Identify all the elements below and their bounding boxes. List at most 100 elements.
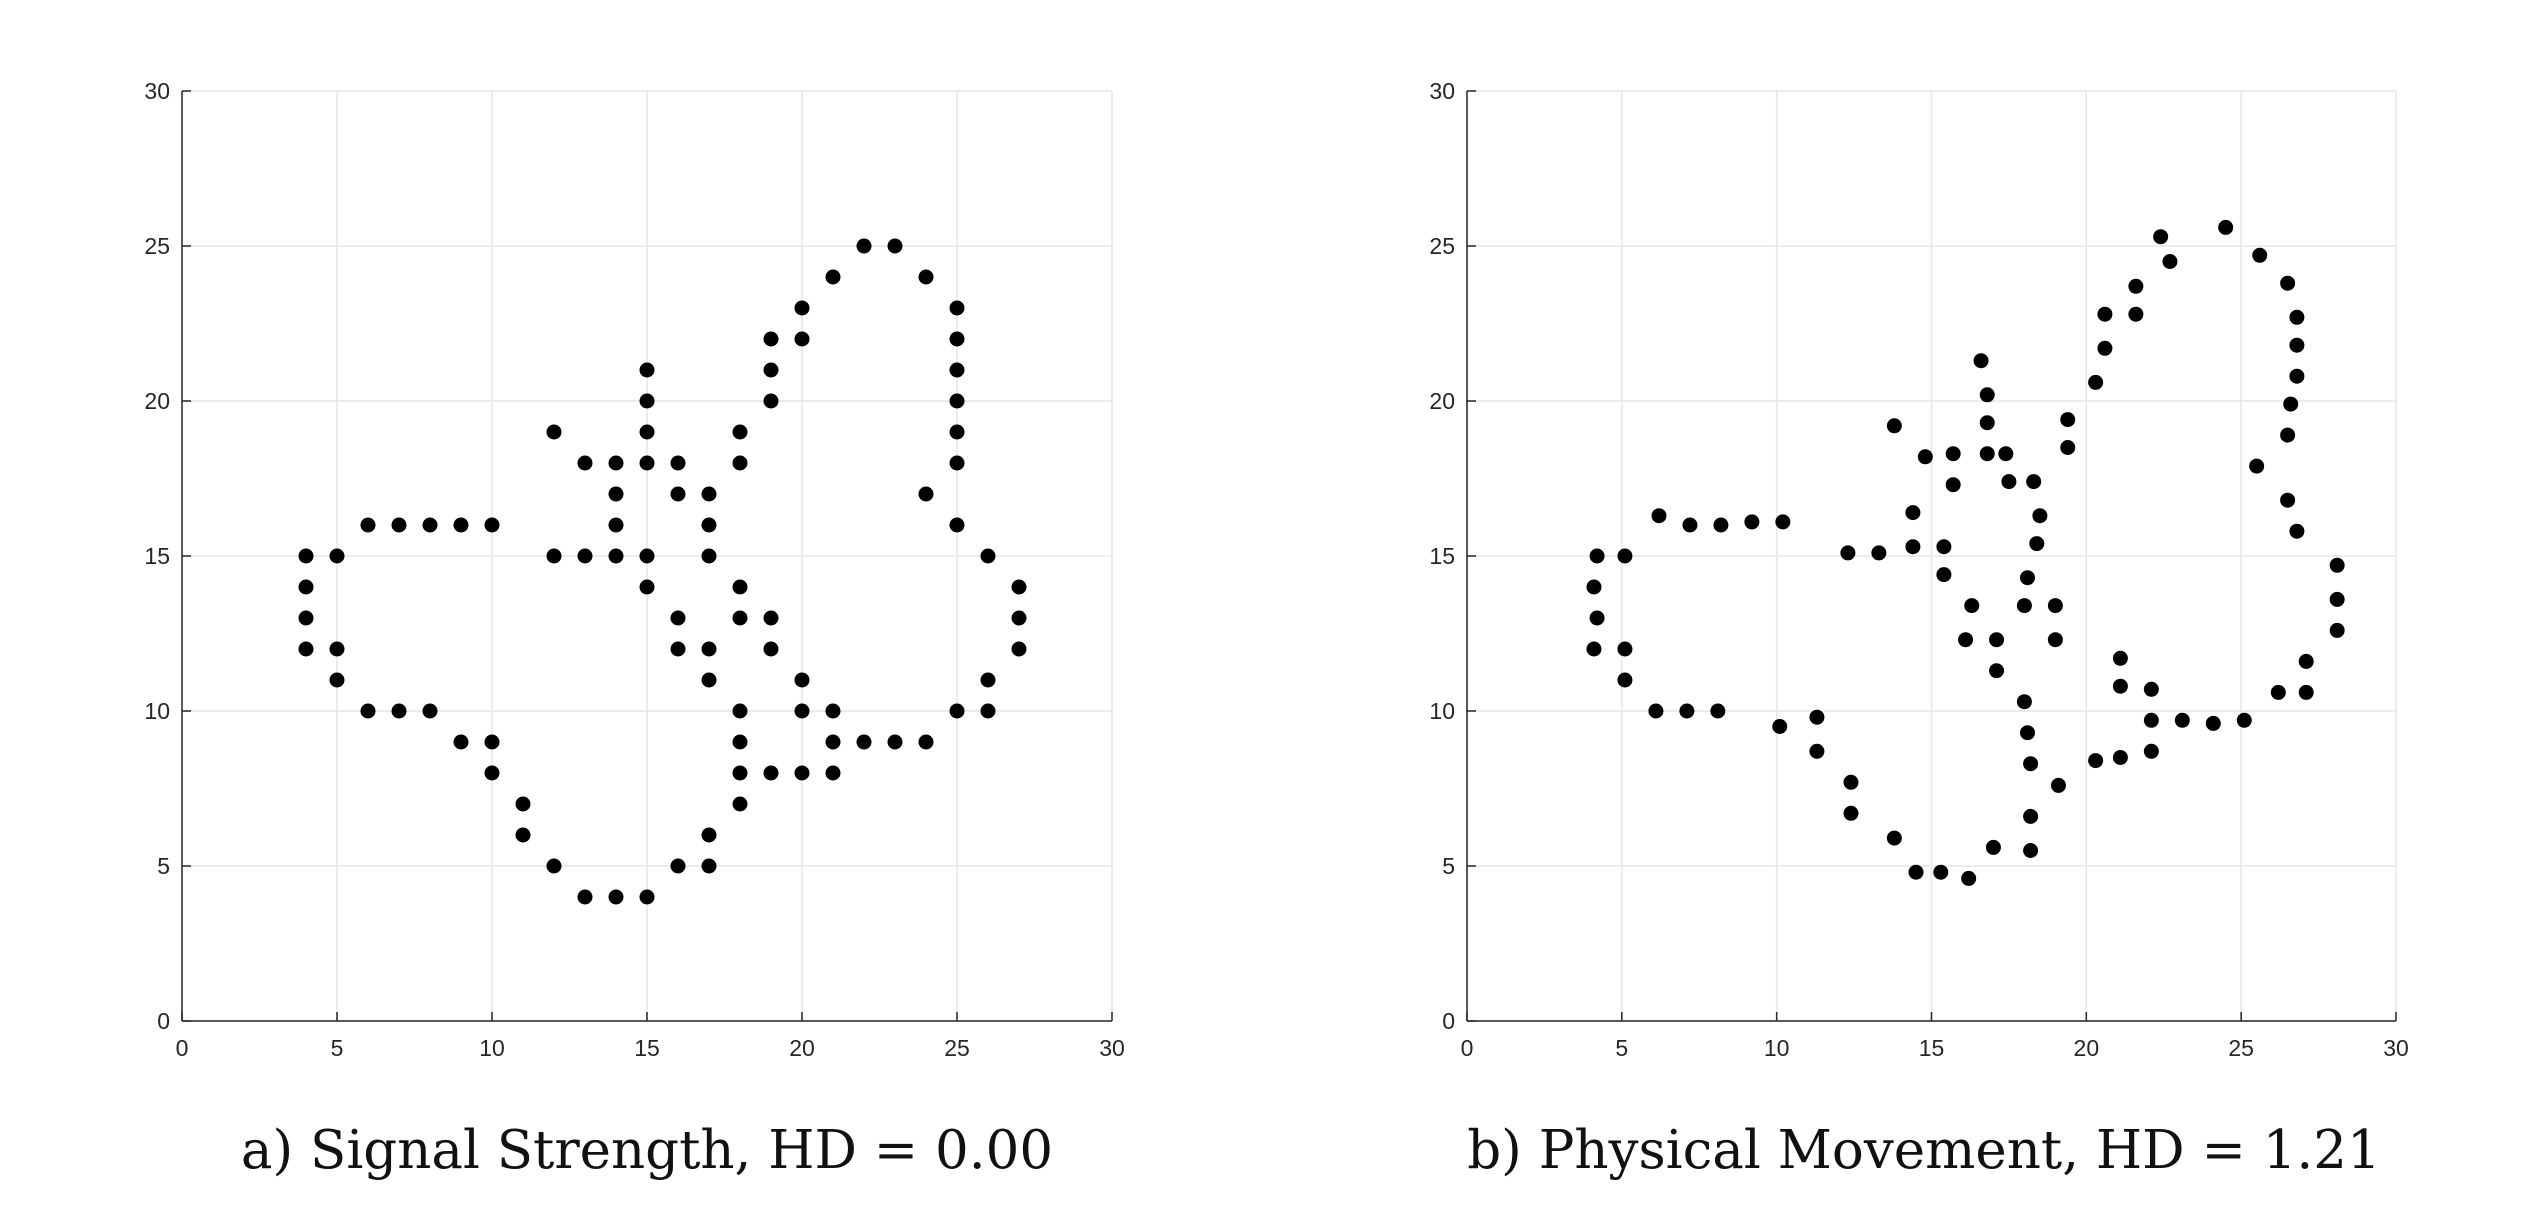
data-point bbox=[484, 734, 500, 750]
data-point bbox=[1011, 610, 1027, 626]
data-point bbox=[298, 548, 314, 564]
data-point bbox=[763, 610, 779, 626]
data-point bbox=[2205, 715, 2221, 731]
data-point bbox=[1886, 830, 1902, 846]
data-point bbox=[1775, 514, 1791, 530]
data-point bbox=[732, 610, 748, 626]
y-tick-label: 20 bbox=[144, 388, 170, 414]
data-point bbox=[1713, 517, 1729, 533]
scatter-panel-a: 0 5 10 15 20 25 30 0 5 10 15 20 25 30 a) Signal Streng… bbox=[144, 78, 1124, 1181]
data-point bbox=[2016, 694, 2032, 710]
data-point bbox=[639, 424, 655, 440]
data-point bbox=[1586, 579, 1602, 595]
data-point bbox=[639, 393, 655, 409]
data-point bbox=[949, 703, 965, 719]
data-point bbox=[2097, 306, 2113, 322]
data-point bbox=[2174, 712, 2190, 728]
data-point bbox=[2280, 492, 2296, 508]
data-point bbox=[2289, 523, 2305, 539]
data-point bbox=[453, 517, 469, 533]
data-point bbox=[298, 610, 314, 626]
data-point bbox=[918, 269, 934, 285]
data-point bbox=[1936, 539, 1952, 555]
data-point bbox=[329, 641, 345, 657]
data-point bbox=[701, 858, 717, 874]
data-point bbox=[1589, 610, 1605, 626]
data-point bbox=[1985, 839, 2001, 855]
data-point bbox=[949, 393, 965, 409]
data-point bbox=[1973, 353, 1989, 369]
data-point bbox=[1682, 517, 1698, 533]
x-tick-label: 10 bbox=[1764, 1035, 1790, 1061]
data-point bbox=[949, 362, 965, 378]
data-point bbox=[577, 455, 593, 471]
x-tick-label: 20 bbox=[789, 1035, 815, 1061]
data-point bbox=[670, 858, 686, 874]
x-tick-label: 15 bbox=[634, 1035, 660, 1061]
data-point bbox=[825, 269, 841, 285]
data-point bbox=[1809, 709, 1825, 725]
data-point bbox=[670, 486, 686, 502]
data-point bbox=[2143, 743, 2159, 759]
data-point bbox=[298, 579, 314, 595]
y-tick-label: 0 bbox=[1442, 1008, 1455, 1034]
data-point bbox=[949, 300, 965, 316]
data-point bbox=[1979, 446, 1995, 462]
data-point bbox=[1011, 579, 1027, 595]
data-point bbox=[1917, 449, 1933, 465]
x-tick-label: 30 bbox=[2383, 1035, 2409, 1061]
data-point bbox=[2128, 306, 2144, 322]
y-tick-label: 0 bbox=[157, 1008, 170, 1034]
data-point bbox=[1617, 641, 1633, 657]
data-point bbox=[1679, 703, 1695, 719]
data-point bbox=[856, 734, 872, 750]
data-point bbox=[732, 424, 748, 440]
x-tick-label: 25 bbox=[944, 1035, 970, 1061]
data-point bbox=[608, 517, 624, 533]
data-point bbox=[794, 765, 810, 781]
data-point bbox=[484, 517, 500, 533]
data-point bbox=[2047, 598, 2063, 614]
data-point bbox=[918, 734, 934, 750]
data-point bbox=[670, 455, 686, 471]
data-point bbox=[2060, 440, 2076, 455]
data-point bbox=[949, 455, 965, 471]
data-point bbox=[2162, 254, 2178, 269]
data-point bbox=[2001, 474, 2017, 490]
data-point bbox=[639, 548, 655, 564]
data-point bbox=[2023, 843, 2039, 858]
data-point bbox=[2016, 598, 2032, 614]
data-point bbox=[577, 889, 593, 905]
data-point bbox=[2289, 337, 2305, 353]
data-point bbox=[2298, 653, 2314, 669]
data-point bbox=[2019, 570, 2035, 586]
data-point bbox=[2060, 412, 2076, 428]
data-point bbox=[980, 548, 996, 564]
data-point bbox=[2298, 684, 2314, 700]
data-point bbox=[2047, 632, 2063, 648]
data-point bbox=[1589, 548, 1605, 564]
data-point bbox=[701, 827, 717, 843]
data-point bbox=[608, 486, 624, 502]
data-point bbox=[1617, 672, 1633, 688]
y-tick-label: 10 bbox=[1429, 698, 1455, 724]
data-point bbox=[2023, 756, 2039, 772]
data-point bbox=[2112, 678, 2128, 694]
x-tick-label: 25 bbox=[2228, 1035, 2254, 1061]
data-point bbox=[732, 734, 748, 750]
y-tick-label: 25 bbox=[144, 233, 170, 259]
data-point bbox=[1843, 774, 1859, 790]
data-point bbox=[2249, 458, 2265, 474]
data-point bbox=[794, 331, 810, 347]
data-point bbox=[546, 548, 562, 564]
data-point bbox=[701, 672, 717, 688]
data-point bbox=[732, 455, 748, 471]
data-point bbox=[360, 517, 376, 533]
data-point bbox=[794, 672, 810, 688]
data-point bbox=[1908, 864, 1924, 880]
data-point bbox=[2143, 712, 2159, 728]
data-point bbox=[2112, 650, 2128, 666]
data-point bbox=[763, 641, 779, 657]
data-point bbox=[2280, 275, 2296, 291]
